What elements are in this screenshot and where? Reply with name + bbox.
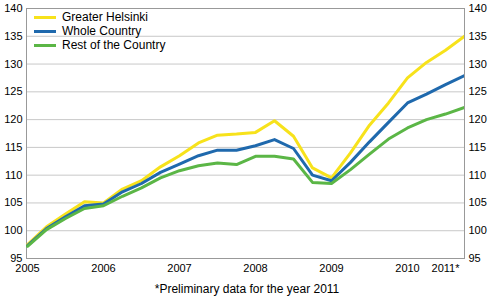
svg-text:135: 135: [4, 30, 22, 42]
html-text:Whole Country: Whole Country: [62, 24, 142, 38]
svg-text:2010: 2010: [395, 262, 419, 274]
svg-text:2006: 2006: [91, 262, 115, 274]
svg-text:125: 125: [469, 85, 487, 97]
svg-text:100: 100: [469, 224, 487, 236]
svg-text:110: 110: [469, 169, 487, 181]
html-text:*Preliminary data for the year: *Preliminary data for the year 2011: [154, 282, 340, 296]
svg-text:115: 115: [469, 141, 487, 153]
svg-text:125: 125: [4, 85, 22, 97]
svg-text:2005: 2005: [15, 262, 39, 274]
svg-text:130: 130: [469, 58, 487, 70]
svg-text:140: 140: [4, 2, 22, 14]
svg-text:120: 120: [4, 113, 22, 125]
svg-text:2007: 2007: [167, 262, 191, 274]
svg-text:140: 140: [469, 2, 487, 14]
svg-text:95: 95: [469, 252, 481, 264]
svg-text:115: 115: [5, 141, 23, 153]
html-text:Rest of the Country: Rest of the Country: [62, 38, 166, 52]
html-text:Greater Helsinki: Greater Helsinki: [62, 10, 148, 24]
svg-text:2011*: 2011*: [432, 262, 461, 274]
svg-text:100: 100: [4, 224, 22, 236]
svg-text:2009: 2009: [319, 262, 343, 274]
svg-text:105: 105: [4, 196, 22, 208]
svg-text:135: 135: [469, 30, 487, 42]
svg-text:120: 120: [469, 113, 487, 125]
svg-text:2008: 2008: [243, 262, 267, 274]
svg-text:110: 110: [5, 169, 23, 181]
svg-text:95: 95: [10, 252, 23, 264]
svg-text:105: 105: [469, 196, 487, 208]
svg-text:130: 130: [4, 58, 22, 70]
